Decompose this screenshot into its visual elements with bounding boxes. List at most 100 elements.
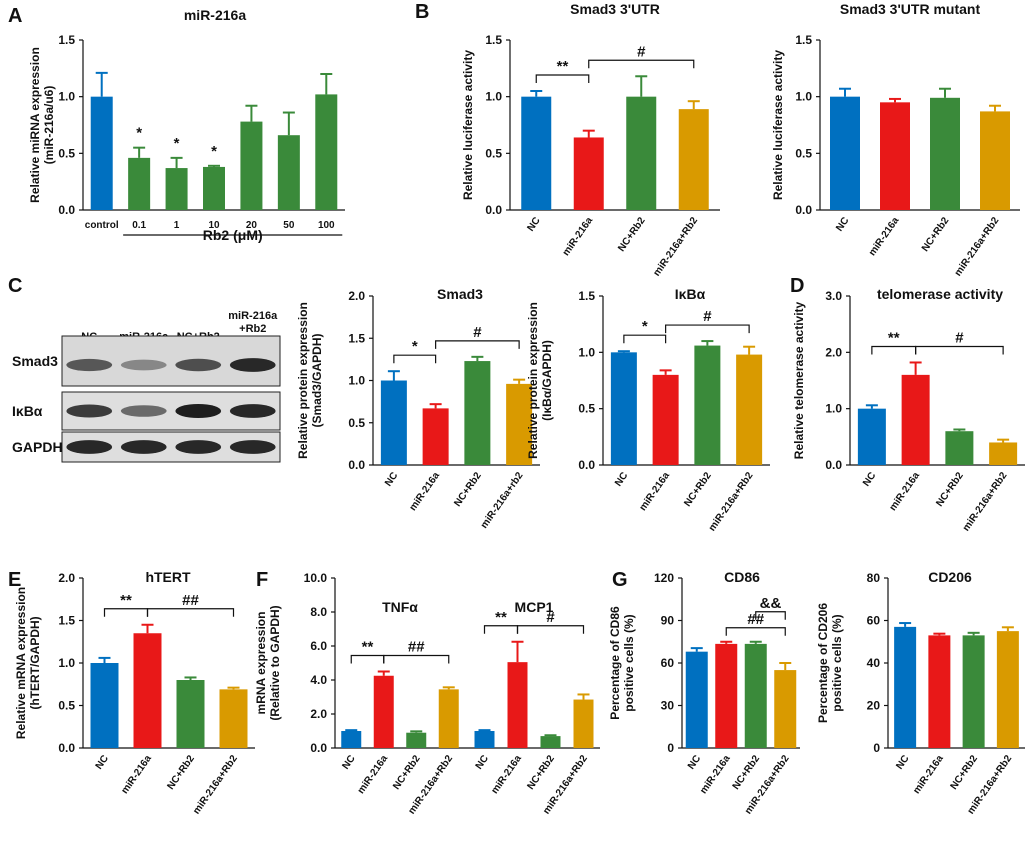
bar [996, 631, 1019, 748]
significance-mark: ** [362, 639, 374, 656]
significance-mark: # [637, 43, 646, 60]
bar [880, 102, 910, 210]
panel-label: A [8, 5, 22, 27]
y-tick-label: 0.0 [485, 203, 502, 217]
chart-title: hTERT [145, 569, 191, 585]
bar [315, 94, 338, 210]
x-tick-label: NC+Rb2 [391, 753, 423, 792]
y-tick-label: 1.0 [578, 345, 595, 359]
bar [736, 354, 763, 465]
panel-label: D [790, 275, 804, 297]
y-axis-label-line: (IκBα/GAPDH) [540, 340, 554, 421]
x-tick-label: miR-216a+Rb2 [652, 215, 701, 278]
bar [521, 96, 552, 210]
y-tick-label: 2.0 [310, 707, 327, 721]
x-tick-label: miR-216a [867, 215, 902, 258]
x-tick-label: NC+Rb2 [525, 753, 557, 792]
significance-bracket [393, 354, 437, 364]
blot-band [175, 404, 222, 418]
x-tick-label: NC [525, 215, 542, 233]
significance-bracket [535, 74, 590, 83]
y-axis-label-line: Relative protein expression [296, 302, 310, 459]
x-tick-label: miR-216a [638, 470, 673, 513]
blot-band [120, 440, 167, 454]
significance-mark: ** [495, 609, 507, 626]
y-tick-label: 0.5 [578, 402, 595, 416]
bar [989, 442, 1018, 465]
y-tick-label: 60 [867, 614, 881, 628]
x-tick-label: miR-216a [911, 753, 946, 796]
bar [506, 383, 533, 465]
y-axis-label-line: Relative mRNA expression [14, 587, 28, 739]
bar [901, 374, 930, 465]
x-tick-label: miR-216a+Rb2 [953, 215, 1002, 278]
significance-mark: * [211, 143, 217, 160]
chart-title: CD206 [928, 569, 972, 585]
chart-title: Smad3 3'UTR [570, 1, 660, 17]
y-tick-label: 1.0 [348, 374, 365, 388]
y-tick-label: 8.0 [310, 605, 327, 619]
x-tick-label: miR-216a [119, 753, 154, 796]
significance-bracket [483, 625, 519, 634]
blot-band [66, 440, 113, 454]
western-blot: CNCmiR-216aNC+Rb2miR-216a+Rb2Smad3IκBαGA… [8, 275, 281, 463]
y-tick-label: 1.5 [348, 331, 365, 345]
blot-row-label: IκBα [12, 403, 43, 419]
panel-label: F [256, 569, 268, 591]
bar [652, 374, 679, 465]
x-tick-label: miR-216a+Rb2 [707, 470, 756, 533]
significance-bracket [350, 654, 385, 664]
x-tick-label: miR-216a [489, 753, 524, 796]
bar [341, 731, 362, 748]
x-tick-label: NC+Rb2 [682, 470, 714, 509]
y-tick-label: 0.0 [578, 458, 595, 472]
significance-mark: ** [120, 592, 132, 609]
bar [540, 736, 561, 748]
x-tick-label: miR-216a [698, 753, 733, 796]
y-tick-label: 0 [873, 741, 880, 755]
group-label: Rb2 (μM) [203, 227, 263, 243]
bar [277, 135, 300, 210]
y-axis-label: Percentage of CD206positive cells (%) [816, 603, 844, 723]
significance-bracket [516, 625, 585, 634]
bar [962, 635, 985, 748]
y-tick-label: 6.0 [310, 639, 327, 653]
bar [744, 643, 767, 748]
y-tick-label: 1.0 [58, 90, 75, 104]
y-tick-label: 10.0 [304, 571, 328, 585]
lane-label: miR-216a [228, 310, 278, 322]
bar [219, 689, 248, 748]
y-axis-label: Relative protein expression(Smad3/GAPDH) [296, 302, 324, 459]
x-tick-label: miR-216a [356, 753, 391, 796]
y-axis-label-line: Relative miRNA expression [28, 47, 42, 203]
bar [240, 121, 263, 210]
y-axis-label-line: (hTERT/GAPDH) [28, 616, 42, 709]
significance-mark: ** [888, 329, 900, 346]
x-tick-label: 100 [318, 220, 335, 231]
significance-mark: * [412, 338, 418, 355]
x-tick-label: NC [834, 215, 851, 233]
bar [685, 651, 708, 748]
panel-label: B [415, 1, 429, 23]
bar [203, 166, 225, 210]
significance-mark: # [473, 324, 482, 341]
significance-bracket [725, 627, 786, 636]
blot-band [229, 404, 276, 418]
y-axis-label-line: positive cells (%) [830, 614, 844, 711]
x-tick-label: miR-216a+Rb2 [961, 470, 1010, 533]
significance-mark: # [955, 329, 964, 346]
bar [373, 675, 394, 748]
significance-bracket [755, 611, 786, 620]
y-tick-label: 1.5 [795, 33, 812, 47]
x-tick-label: NC [94, 753, 111, 771]
bar [715, 643, 738, 748]
x-tick-label: 10 [208, 220, 220, 231]
series-title: MCP1 [515, 599, 554, 615]
y-axis-label-line: Relative luciferase activity [461, 50, 475, 200]
y-tick-label: 1.0 [485, 90, 502, 104]
y-tick-label: 0.0 [58, 203, 75, 217]
